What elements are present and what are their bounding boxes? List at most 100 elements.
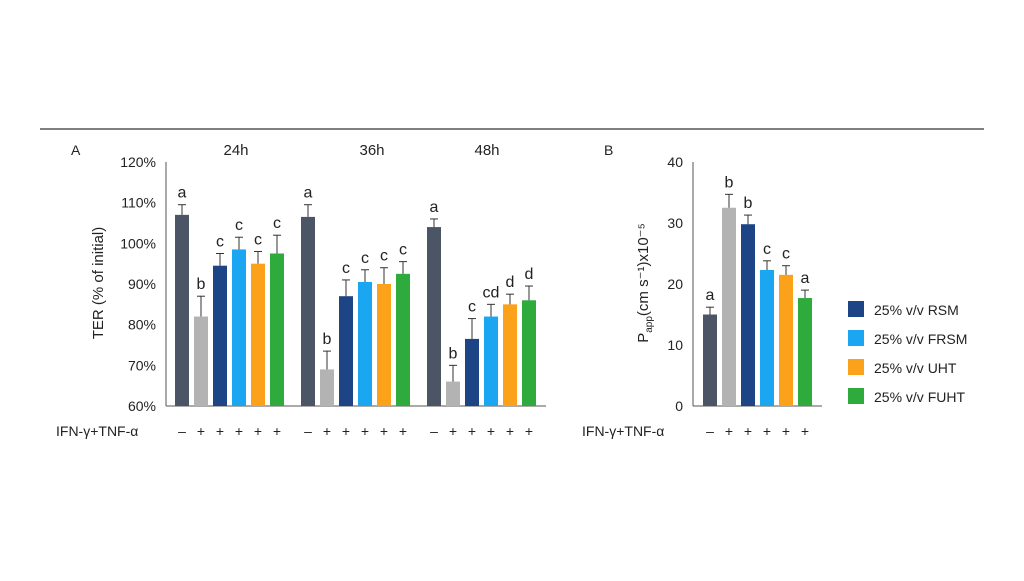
- bar-a-48h-FUHT-letter: d: [525, 266, 534, 283]
- bar-a-36h-UHT-letter: c: [380, 248, 388, 265]
- bar-b-control-bar: [703, 314, 717, 406]
- bar-b-UHT-bar: [779, 274, 793, 406]
- treatment-mark-a: –: [304, 423, 312, 439]
- bar-b-FUHT-bar: [798, 298, 812, 406]
- ylabel-a: TER (% of initial): [90, 227, 107, 340]
- y-tick-label-b: 0: [675, 398, 683, 414]
- bar-b-RSM-bar: [741, 224, 755, 406]
- treatment-mark-b: +: [725, 423, 733, 439]
- bar-a-48h-FUHT-bar: [522, 300, 536, 406]
- ylabel-b-sub: app: [644, 316, 655, 333]
- y-tick-label-a: 60%: [128, 398, 156, 414]
- ylabel-b: Papp(cm s⁻¹)x10⁻⁵: [635, 223, 655, 343]
- legend: 25% v/v RSM 25% v/v FRSM 25% v/v UHT 25% v/…: [848, 301, 967, 405]
- treatment-mark-a: +: [380, 423, 388, 439]
- group-label-24h: 24h: [223, 142, 248, 159]
- panel-a-plot: 60% 70% 80% 90% 100% 110% 120% a – b + c + c + c + c + a – b +…: [120, 154, 546, 439]
- legend-label-FUHT: 25% v/v FUHT: [874, 389, 965, 405]
- bar-a-36h-FUHT-letter: c: [399, 242, 407, 259]
- bar-a-24h-FUHT-letter: c: [273, 215, 281, 232]
- bar-a-48h-control-letter: a: [430, 199, 439, 216]
- group-label-36h: 36h: [359, 142, 384, 159]
- bar-a-48h-ifn_tnf-letter: b: [449, 345, 458, 362]
- bar-a-36h-RSM-letter: c: [342, 260, 350, 277]
- treatment-mark-b: +: [763, 423, 771, 439]
- bar-a-48h-RSM-bar: [465, 338, 479, 406]
- bar-a-36h-FUHT-bar: [396, 273, 410, 406]
- bar-a-36h-control-bar: [301, 216, 315, 406]
- bar-b-FRSM-letter: c: [763, 241, 771, 258]
- y-tick-label-b: 10: [667, 337, 683, 353]
- y-tick-label-b: 20: [667, 276, 683, 292]
- bar-a-36h-ifn_tnf-letter: b: [323, 331, 332, 348]
- panel-b-plot: 0 10 20 30 40 a – b + b + c + c + a +: [667, 154, 822, 439]
- y-tick-label-a: 120%: [120, 154, 156, 170]
- legend-swatch-RSM: [848, 301, 864, 317]
- bar-a-48h-FRSM-letter: cd: [483, 284, 500, 301]
- bar-b-RSM-letter: b: [744, 195, 753, 212]
- y-tick-label-a: 110%: [121, 195, 156, 211]
- treatment-mark-a: +: [342, 423, 350, 439]
- bar-a-24h-RSM-letter: c: [216, 234, 224, 251]
- bar-b-FRSM-bar: [760, 269, 774, 406]
- y-tick-label-a: 100%: [120, 235, 156, 251]
- treatment-label-a: IFN-γ+TNF-α: [56, 423, 138, 439]
- treatment-mark-a: +: [235, 423, 243, 439]
- bar-a-48h-ifn_tnf-bar: [446, 381, 460, 406]
- treatment-mark-a: –: [178, 423, 186, 439]
- bar-a-36h-UHT-bar: [377, 284, 391, 406]
- bar-a-36h-FRSM-bar: [358, 281, 372, 406]
- bar-a-24h-UHT-letter: c: [254, 231, 262, 248]
- y-tick-label-a: 90%: [128, 276, 156, 292]
- treatment-mark-b: +: [782, 423, 790, 439]
- treatment-mark-b: –: [706, 423, 714, 439]
- bar-a-48h-control-bar: [427, 227, 441, 406]
- bar-a-24h-ifn_tnf-bar: [194, 316, 208, 406]
- bar-a-24h-UHT-bar: [251, 263, 265, 406]
- treatment-mark-a: +: [273, 423, 281, 439]
- bar-a-24h-control-bar: [175, 214, 189, 406]
- legend-swatch-UHT: [848, 359, 864, 375]
- legend-label-UHT: 25% v/v UHT: [874, 360, 957, 376]
- treatment-mark-a: +: [468, 423, 476, 439]
- bar-b-FUHT-letter: a: [801, 270, 810, 287]
- treatment-mark-a: +: [506, 423, 514, 439]
- treatment-mark-a: +: [399, 423, 407, 439]
- treatment-mark-a: +: [197, 423, 205, 439]
- bar-a-24h-control-letter: a: [178, 185, 187, 202]
- bar-b-UHT-letter: c: [782, 246, 790, 263]
- bar-a-48h-RSM-letter: c: [468, 299, 476, 316]
- bar-a-36h-control-letter: a: [304, 185, 313, 202]
- bar-a-24h-FRSM-bar: [232, 249, 246, 406]
- bar-b-ifn_tnf-letter: b: [725, 174, 734, 191]
- y-tick-label-b: 40: [667, 154, 683, 170]
- treatment-label-b: IFN-γ+TNF-α: [582, 423, 664, 439]
- bar-a-24h-RSM-bar: [213, 265, 227, 406]
- bar-a-24h-FRSM-letter: c: [235, 217, 243, 234]
- bar-a-24h-FUHT-bar: [270, 253, 284, 406]
- y-tick-label-a: 70%: [128, 357, 156, 373]
- bar-b-ifn_tnf-bar: [722, 207, 736, 406]
- ylabel-b-rest: (cm s⁻¹)x10⁻⁵: [635, 223, 652, 316]
- ylabel-b-main: P: [635, 333, 652, 343]
- bar-a-48h-UHT-letter: d: [506, 274, 515, 291]
- bar-a-24h-ifn_tnf-letter: b: [197, 276, 206, 293]
- legend-label-FRSM: 25% v/v FRSM: [874, 331, 967, 347]
- bar-a-36h-FRSM-letter: c: [361, 250, 369, 267]
- group-labels-a: 24h 36h 48h: [223, 142, 499, 159]
- y-tick-label-b: 30: [667, 215, 683, 231]
- treatment-mark-a: +: [361, 423, 369, 439]
- panel-a-label: A: [71, 142, 81, 158]
- treatment-mark-b: +: [801, 423, 809, 439]
- bar-b-control-letter: a: [706, 287, 715, 304]
- treatment-mark-a: +: [254, 423, 262, 439]
- bar-a-36h-RSM-bar: [339, 296, 353, 406]
- legend-swatch-FRSM: [848, 330, 864, 346]
- bar-a-48h-FRSM-bar: [484, 316, 498, 406]
- treatment-mark-b: +: [744, 423, 752, 439]
- legend-swatch-FUHT: [848, 388, 864, 404]
- treatment-mark-a: –: [430, 423, 438, 439]
- treatment-mark-a: +: [487, 423, 495, 439]
